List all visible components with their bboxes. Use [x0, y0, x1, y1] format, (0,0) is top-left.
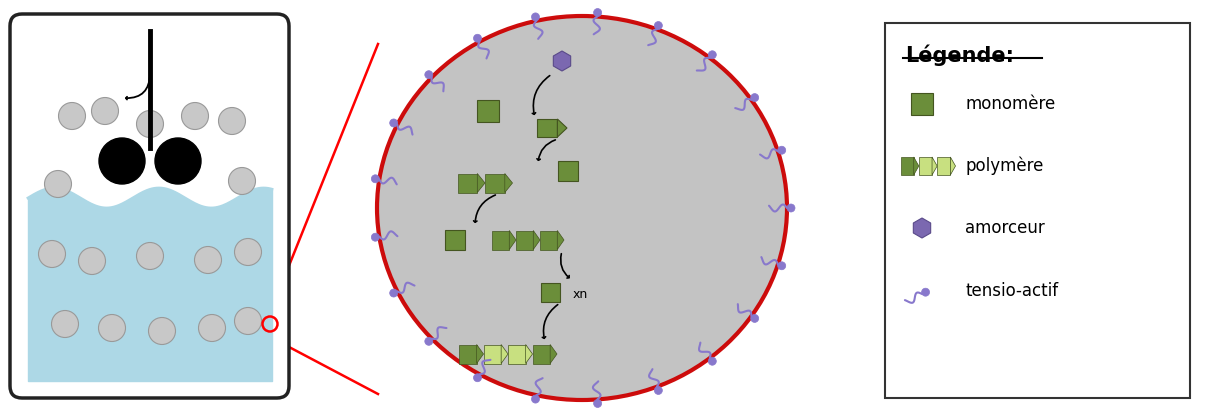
Text: polymère: polymère	[965, 157, 1044, 175]
Bar	[558, 161, 577, 181]
Polygon shape	[553, 51, 570, 71]
Circle shape	[474, 374, 482, 382]
Bar	[509, 344, 525, 364]
Circle shape	[425, 337, 432, 345]
Circle shape	[750, 314, 759, 322]
Circle shape	[708, 51, 716, 59]
Circle shape	[58, 102, 86, 129]
Circle shape	[371, 233, 379, 241]
Circle shape	[371, 175, 379, 183]
Circle shape	[390, 119, 397, 127]
Bar	[445, 230, 465, 250]
Circle shape	[593, 9, 602, 17]
Circle shape	[39, 240, 65, 267]
FancyBboxPatch shape	[885, 23, 1190, 398]
Circle shape	[708, 357, 716, 365]
Text: tensio-actif: tensio-actif	[965, 282, 1058, 300]
Circle shape	[137, 111, 163, 138]
Circle shape	[198, 314, 226, 342]
Circle shape	[181, 102, 209, 129]
Bar	[540, 282, 559, 302]
Circle shape	[99, 314, 126, 342]
Bar	[477, 100, 499, 122]
Polygon shape	[533, 230, 540, 250]
Bar	[483, 344, 501, 364]
Circle shape	[79, 248, 105, 275]
Bar	[459, 344, 477, 364]
Circle shape	[155, 138, 201, 184]
Polygon shape	[550, 344, 557, 364]
Bar	[540, 230, 557, 250]
Bar	[919, 157, 933, 175]
Circle shape	[234, 307, 261, 334]
Circle shape	[92, 97, 118, 124]
Circle shape	[532, 395, 540, 403]
Bar	[533, 344, 550, 364]
Polygon shape	[510, 230, 516, 250]
Bar	[516, 230, 533, 250]
Bar	[538, 119, 557, 137]
Circle shape	[234, 238, 261, 265]
Polygon shape	[913, 218, 930, 238]
Text: Légende:: Légende:	[905, 44, 1014, 65]
Text: monomère: monomère	[965, 95, 1056, 113]
Circle shape	[474, 34, 482, 42]
Polygon shape	[951, 157, 956, 175]
Polygon shape	[913, 157, 919, 175]
Circle shape	[425, 71, 432, 79]
Circle shape	[52, 310, 79, 337]
Circle shape	[778, 262, 785, 270]
Polygon shape	[933, 157, 937, 175]
Polygon shape	[477, 344, 483, 364]
Circle shape	[45, 171, 71, 198]
Text: amorceur: amorceur	[965, 219, 1045, 237]
Text: xn: xn	[573, 287, 588, 300]
Polygon shape	[477, 173, 484, 193]
Ellipse shape	[377, 16, 786, 400]
Bar	[937, 157, 951, 175]
Circle shape	[922, 288, 930, 296]
Bar	[911, 93, 933, 115]
FancyBboxPatch shape	[10, 14, 289, 398]
Bar	[900, 157, 913, 175]
Circle shape	[228, 168, 256, 195]
Circle shape	[532, 13, 540, 21]
Bar	[484, 173, 505, 193]
Circle shape	[194, 247, 221, 273]
Polygon shape	[557, 230, 564, 250]
Bar	[492, 230, 510, 250]
Circle shape	[219, 107, 245, 134]
Polygon shape	[525, 344, 533, 364]
Circle shape	[786, 204, 795, 212]
Circle shape	[137, 243, 163, 270]
Circle shape	[750, 94, 759, 102]
Circle shape	[778, 146, 785, 154]
Circle shape	[593, 399, 602, 407]
Circle shape	[655, 22, 662, 30]
Circle shape	[655, 386, 662, 394]
Circle shape	[149, 317, 175, 344]
Polygon shape	[501, 344, 509, 364]
Circle shape	[390, 289, 397, 297]
Polygon shape	[557, 119, 567, 137]
Polygon shape	[505, 173, 512, 193]
Circle shape	[99, 138, 145, 184]
Bar	[458, 173, 477, 193]
